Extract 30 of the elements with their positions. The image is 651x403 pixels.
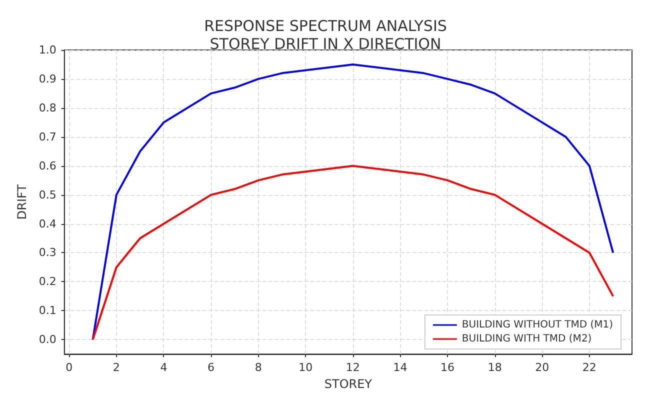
- x-tick-label: 22: [582, 361, 596, 374]
- y-tick-label: 0.3: [38, 246, 56, 260]
- x-tick-label: 6: [208, 361, 215, 374]
- x-tick-label: 14: [393, 361, 408, 374]
- legend-label: BUILDING WITH TMD (M2): [462, 334, 592, 344]
- x-tick-label: 12: [346, 361, 360, 374]
- y-tick-label: 0.9: [38, 72, 56, 86]
- y-tick-label: 0.1: [38, 304, 56, 318]
- x-tick-label: 8: [254, 361, 262, 374]
- chart-title: RESPONSE SPECTRUM ANALYSIS STOREY DRIFT IN X DIRECTION: [204, 17, 447, 53]
- x-axis-title: STOREY: [324, 377, 373, 391]
- legend-label: BUILDING WITHOUT TMD (M1): [462, 320, 614, 330]
- y-axis-title: DRIFT: [15, 184, 29, 220]
- y-tick-label: 0.5: [38, 188, 56, 202]
- line-series: [92, 63, 614, 341]
- line-series: [92, 164, 614, 341]
- x-tick-label: 0: [66, 361, 73, 374]
- x-tick-label: 20: [535, 361, 550, 374]
- x-tick-label: 10: [298, 361, 313, 374]
- y-tick-label: 0.7: [38, 130, 56, 144]
- y-tick-label: 0.2: [38, 275, 56, 288]
- y-tick-label: 0.4: [38, 217, 56, 230]
- x-tick-label: 4: [160, 361, 168, 374]
- y-tick-label: 0.8: [38, 101, 56, 114]
- x-tick-label: 18: [488, 361, 502, 374]
- y-tick-label: 1.0: [38, 44, 56, 56]
- y-tick-label: 0.6: [38, 159, 56, 172]
- x-tick-label: 16: [440, 361, 455, 374]
- x-tick-label: 2: [112, 361, 120, 374]
- y-tick-label: 0.0: [38, 333, 56, 346]
